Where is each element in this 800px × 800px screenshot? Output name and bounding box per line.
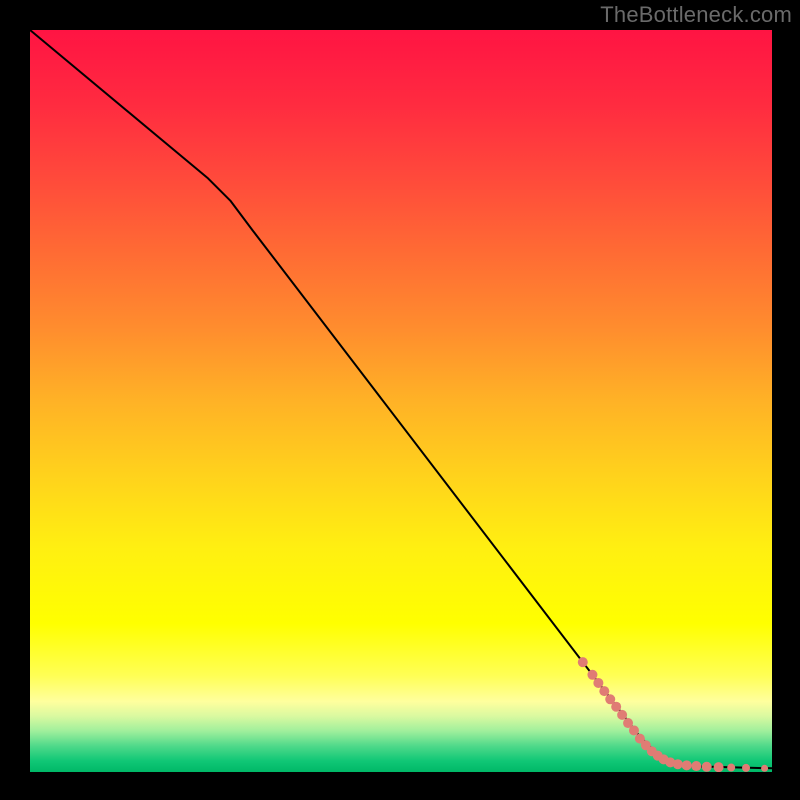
plot-area xyxy=(30,30,772,772)
data-marker xyxy=(578,657,588,667)
data-marker xyxy=(727,764,735,772)
data-marker xyxy=(617,710,627,720)
marker-group xyxy=(578,657,768,772)
curve-line xyxy=(30,30,772,768)
data-marker xyxy=(599,686,609,696)
data-marker xyxy=(611,702,621,712)
data-marker xyxy=(673,759,683,769)
data-marker xyxy=(587,670,597,680)
chart-container: TheBottleneck.com xyxy=(0,0,800,800)
data-marker xyxy=(702,762,712,772)
data-marker xyxy=(714,762,724,772)
data-marker xyxy=(593,678,603,688)
data-marker xyxy=(691,761,701,771)
data-marker xyxy=(742,764,750,772)
data-marker xyxy=(761,765,768,772)
attribution-text: TheBottleneck.com xyxy=(600,2,792,28)
data-marker xyxy=(629,725,639,735)
data-marker xyxy=(682,760,692,770)
chart-overlay xyxy=(30,30,772,772)
